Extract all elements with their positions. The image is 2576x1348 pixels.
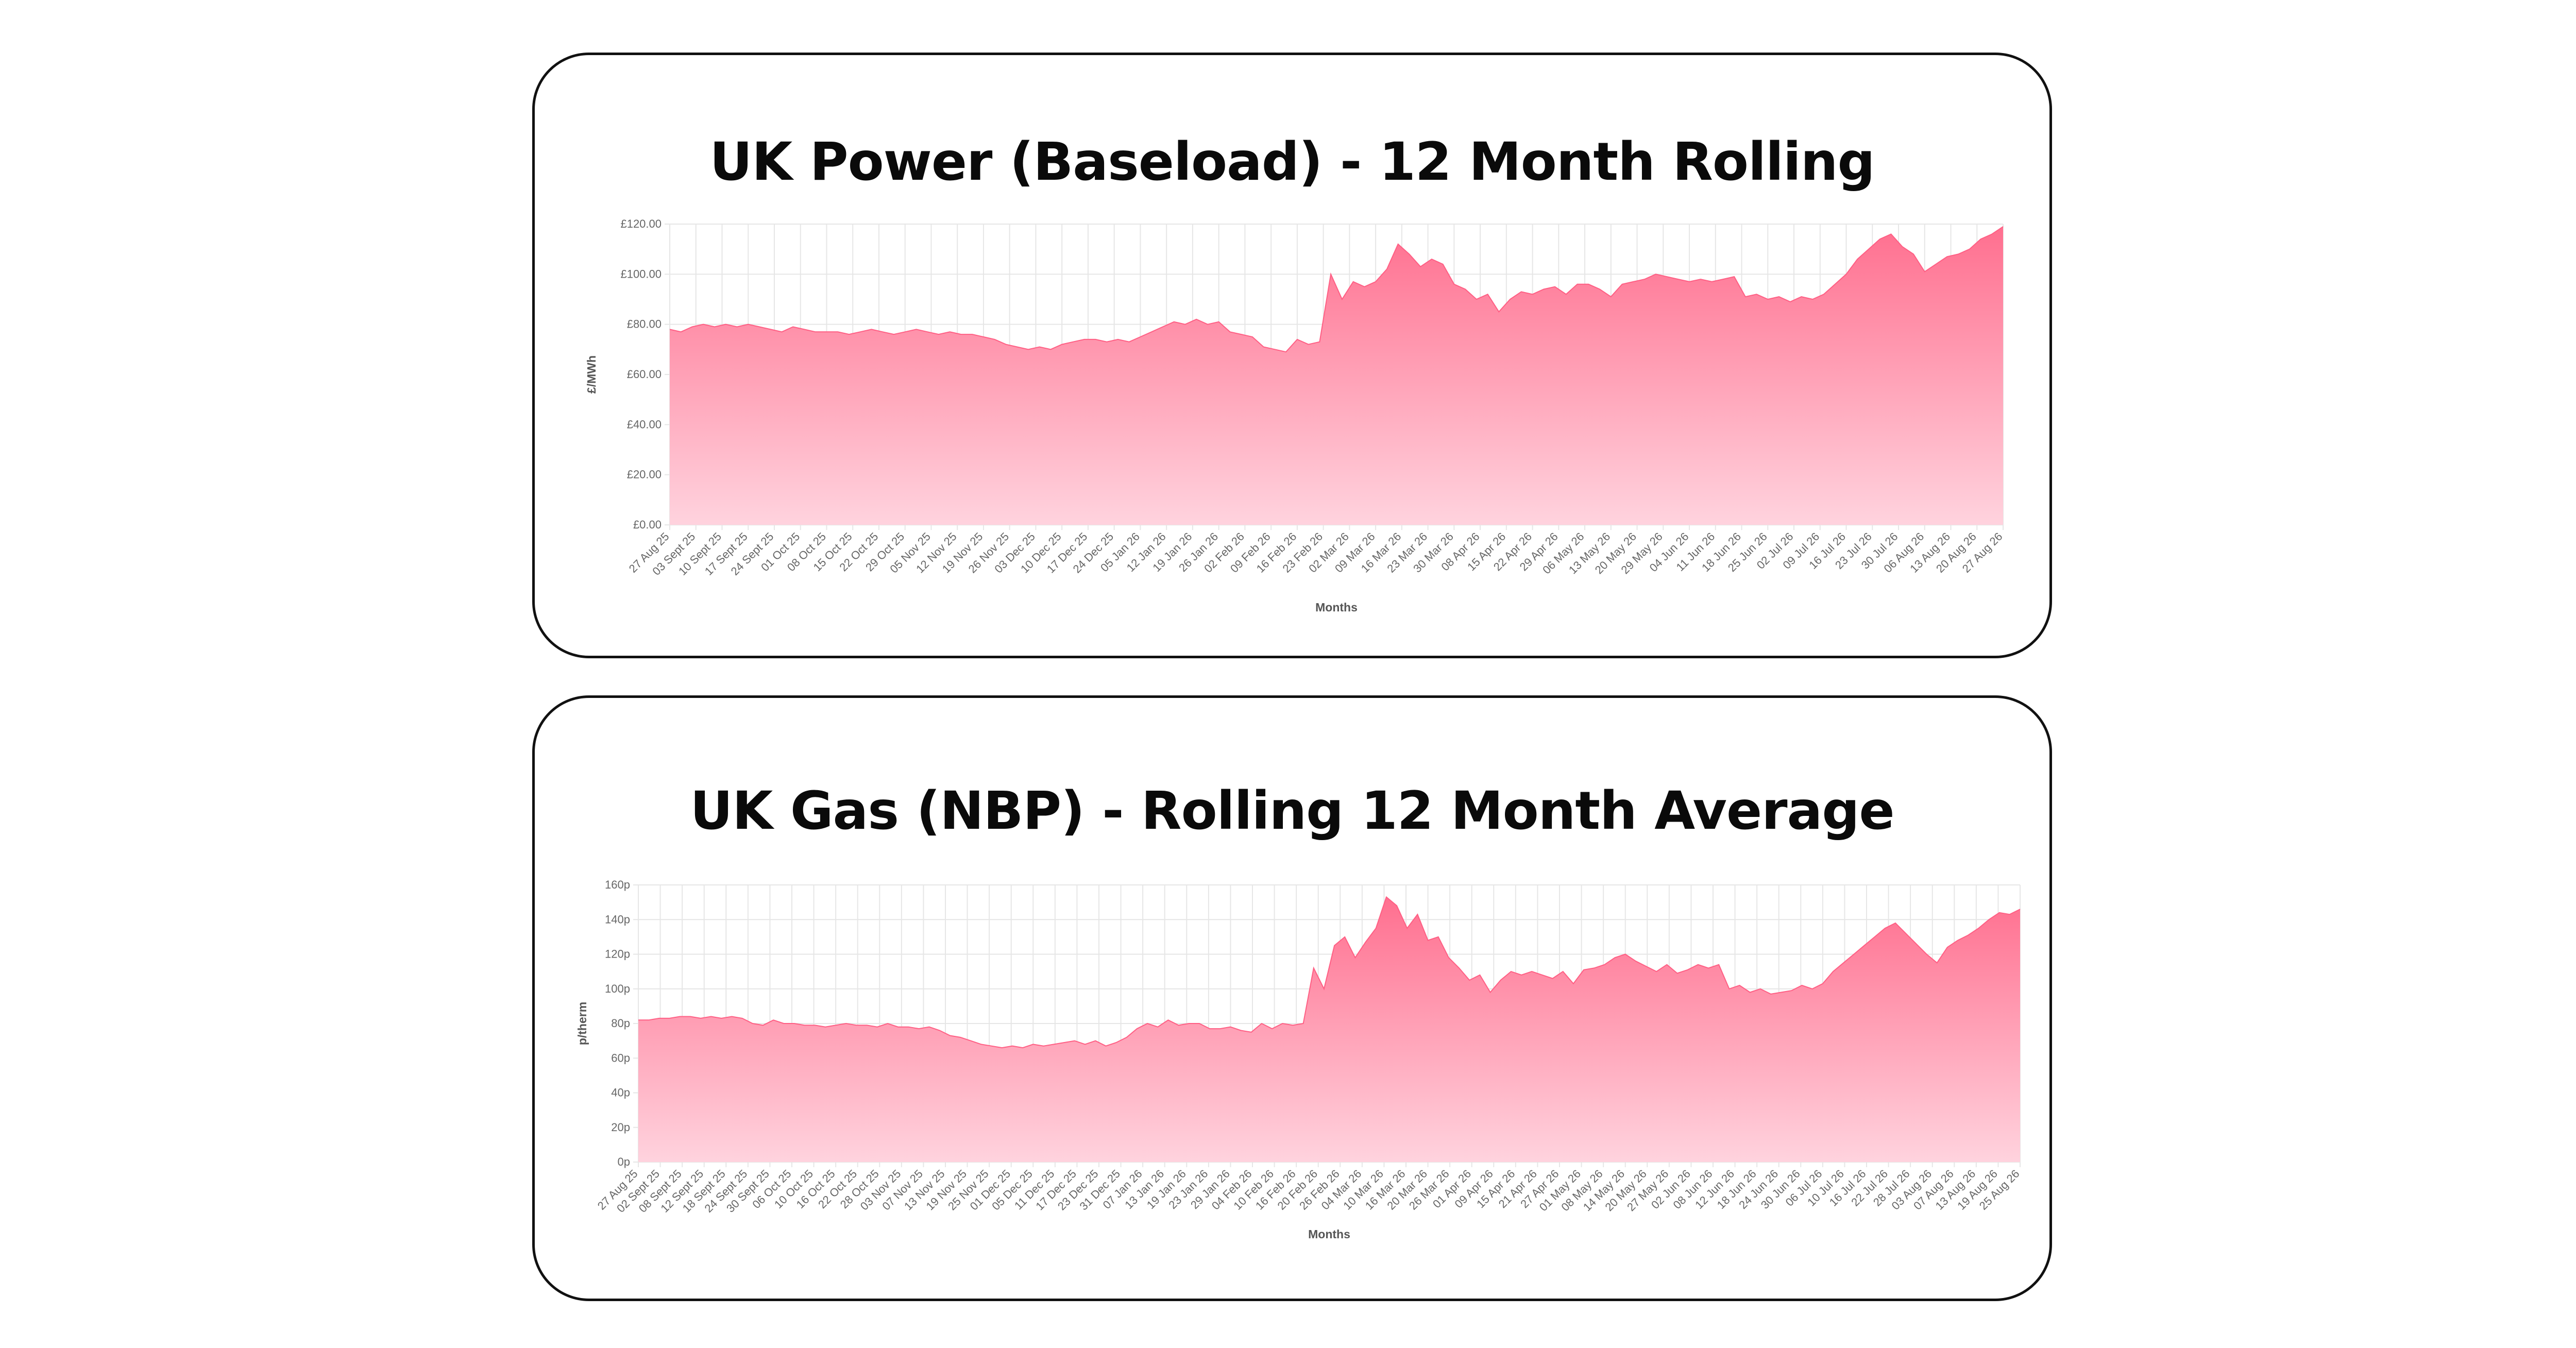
- power-chart-title: UK Power (Baseload) - 12 Month Rolling: [709, 131, 1875, 193]
- x-axis-title: Months: [1308, 1227, 1350, 1241]
- y-tick-label: 60p: [611, 1051, 630, 1064]
- y-tick-label: 160p: [605, 878, 630, 891]
- y-tick-label: 140p: [605, 913, 630, 926]
- y-tick-label: £0.00: [633, 518, 662, 531]
- series-area: [670, 226, 2003, 525]
- series-line: [669, 226, 2004, 353]
- y-tick-label: £80.00: [627, 318, 662, 331]
- gas-chart-title: UK Gas (NBP) - Rolling 12 Month Average: [690, 780, 1894, 842]
- y-tick-label: £60.00: [627, 368, 662, 381]
- x-axis-title: Months: [1315, 601, 1358, 614]
- y-tick-label: £120.00: [620, 217, 662, 230]
- series-area: [638, 897, 2020, 1162]
- series-line: [638, 896, 2021, 1049]
- y-tick-label: £40.00: [627, 418, 662, 431]
- y-tick-label: £100.00: [620, 267, 662, 280]
- y-axis-title: p/therm: [575, 1002, 589, 1045]
- y-tick-label: 0p: [618, 1155, 630, 1168]
- y-tick-label: £20.00: [627, 468, 662, 481]
- power-chart-card: UK Power (Baseload) - 12 Month Rolling £…: [532, 53, 2052, 658]
- y-tick-label: 20p: [611, 1121, 630, 1134]
- y-tick-label: 40p: [611, 1086, 630, 1099]
- power-chart: £0.00 £20.00 £40.00 £60.00 £80.00 £100.00 £120…: [585, 217, 2005, 614]
- y-tick-label: 100p: [605, 982, 630, 995]
- y-tick-label: 80p: [611, 1017, 630, 1030]
- gas-chart-card: UK Gas (NBP) - Rolling 12 Month Average …: [532, 695, 2052, 1301]
- y-axis-title: £/MWh: [585, 355, 598, 394]
- y-tick-label: 120p: [605, 948, 630, 961]
